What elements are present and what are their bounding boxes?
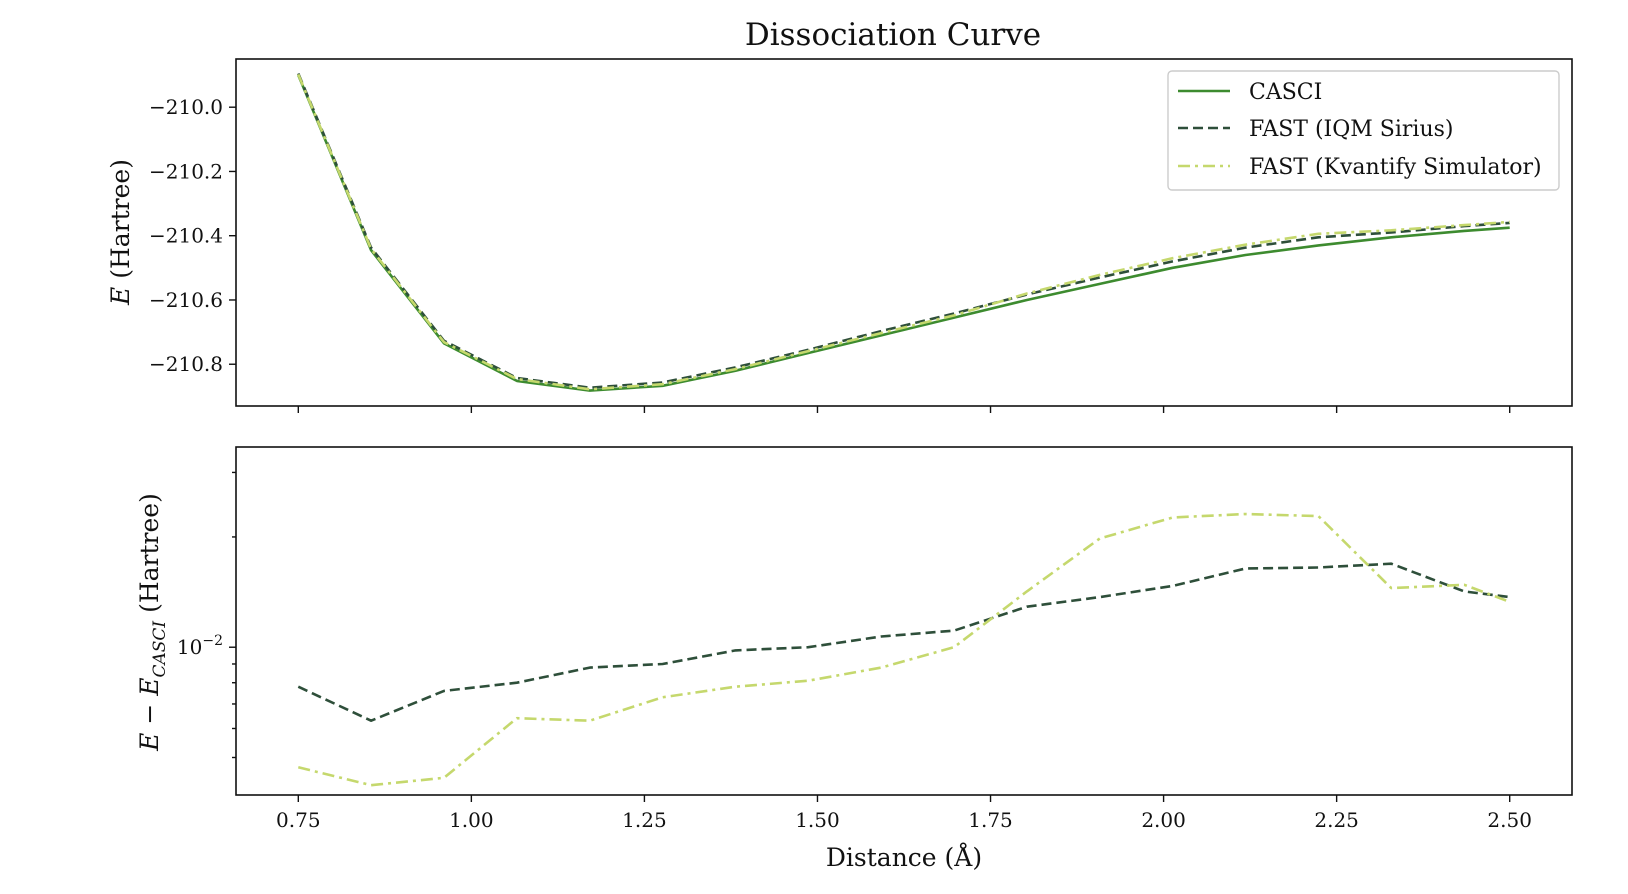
error-y-label: E − ECASCI (Hartree) <box>135 493 170 752</box>
energy-panel: −210.0 −210.2 −210.4 −210.6 −210.8 E (Hartre… <box>106 58 1573 413</box>
error-panel: 10−2 0.75 1.00 1.25 1.50 1.75 2.00 2.25 2.50 E … <box>135 446 1573 832</box>
chart-title: Dissociation Curve <box>745 17 1041 53</box>
error-y-tick-label: 10−2 <box>177 633 223 659</box>
error-line-fast-kvantify-simulator <box>297 512 1511 787</box>
legend: CASCI FAST (IQM Sirius) FAST (Kvantify S… <box>1167 70 1560 191</box>
error-plot-frame <box>235 446 1573 796</box>
energy-y-tick-label: −210.8 <box>149 352 223 376</box>
energy-y-label-var: E <box>106 287 135 306</box>
error-y-label-main: E − E <box>135 678 164 752</box>
energy-y-ticks: −210.0 −210.2 −210.4 −210.6 −210.8 <box>149 95 236 376</box>
legend-label-fast-kvantify-simulator: FAST (Kvantify Simulator) <box>1249 155 1542 180</box>
energy-y-tick-label: −210.2 <box>149 159 223 183</box>
energy-y-label-unit: (Hartree) <box>106 159 135 287</box>
x-axis-label: Distance (Å) <box>826 842 982 872</box>
error-series-group <box>297 512 1511 787</box>
energy-x-ticks <box>297 406 1511 413</box>
error-y-tick-exponent: −2 <box>202 633 223 649</box>
x-tick-label: 2.50 <box>1487 808 1532 832</box>
energy-y-tick-label: −210.0 <box>149 95 223 119</box>
error-y-tick-base: 10 <box>177 635 202 659</box>
energy-y-tick-label: −210.4 <box>149 224 223 248</box>
error-y-label-unit: (Hartree) <box>135 493 164 621</box>
x-tick-label: 0.75 <box>276 808 321 832</box>
x-tick-label: 2.25 <box>1314 808 1359 832</box>
energy-plot-frame <box>235 58 1573 407</box>
error-x-ticks: 0.75 1.00 1.25 1.50 1.75 2.00 2.25 2.50 <box>276 795 1532 832</box>
energy-series-group <box>297 72 1510 392</box>
energy-line-fast-kvantify-simulator <box>297 73 1510 391</box>
x-tick-label: 1.50 <box>795 808 840 832</box>
x-tick-label: 1.00 <box>449 808 494 832</box>
x-tick-label: 2.00 <box>1141 808 1186 832</box>
energy-line-casci <box>297 74 1510 392</box>
energy-y-tick-label: −210.6 <box>149 288 223 312</box>
x-tick-label: 1.75 <box>968 808 1013 832</box>
x-tick-label: 1.25 <box>622 808 667 832</box>
energy-y-label: E (Hartree) <box>106 159 135 306</box>
legend-label-fast-iqm-sirius: FAST (IQM Sirius) <box>1249 117 1454 142</box>
error-line-fast-iqm-sirius <box>297 562 1510 723</box>
error-y-label-subscript: CASCI <box>150 621 170 678</box>
error-y-ticks: 10−2 <box>177 471 236 759</box>
legend-label-casci: CASCI <box>1249 80 1322 105</box>
legend-box <box>1167 70 1560 191</box>
